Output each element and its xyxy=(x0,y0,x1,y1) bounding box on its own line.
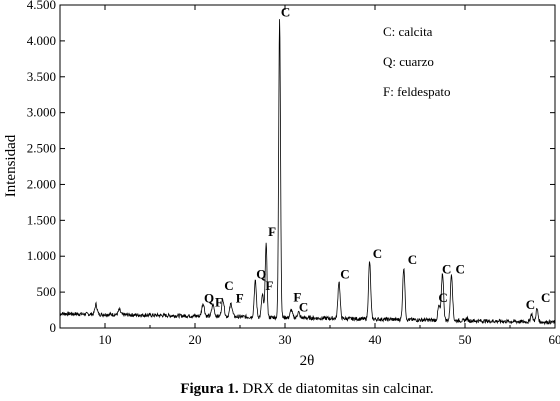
peak-label: C xyxy=(281,4,290,19)
y-axis-label: Intensidad xyxy=(3,134,19,197)
x-axis-label: 2θ xyxy=(300,353,315,369)
y-tick-label: 3.500 xyxy=(27,69,56,84)
caption-text: DRX de diatomitas sin calcinar. xyxy=(239,381,434,397)
plot-frame xyxy=(59,4,556,329)
x-tick-label: 20 xyxy=(189,332,202,347)
peak-label: C xyxy=(299,299,308,314)
peak-label: C xyxy=(541,290,550,305)
peak-label: C xyxy=(456,261,465,276)
y-axis-ticks: 0 500 1.000 1.500 2.000 2.500 3.000 3.500 4.000 4… xyxy=(27,0,555,335)
legend: C: calcita Q: cuarzo F: feldespato xyxy=(383,24,451,99)
y-tick-label: 4.000 xyxy=(27,33,56,48)
x-tick-label: 10 xyxy=(99,332,112,347)
y-tick-label: 2.500 xyxy=(27,141,56,156)
peak-label: C xyxy=(373,246,382,261)
peak-label: C xyxy=(438,290,447,305)
x-tick-label: 40 xyxy=(369,332,382,347)
peak-label: C xyxy=(224,278,233,293)
legend-entry-feldespato: F: feldespato xyxy=(383,84,451,99)
diffraction-trace xyxy=(59,19,556,326)
legend-entry-calcita: C: calcita xyxy=(383,24,433,39)
caption-bold: Figura 1. xyxy=(180,381,239,397)
y-tick-label: 1.500 xyxy=(27,212,56,227)
peak-label: Q xyxy=(204,291,214,306)
y-tick-label: 500 xyxy=(37,284,57,299)
peak-label: F xyxy=(265,278,273,293)
peak-label: Q xyxy=(256,266,266,281)
y-tick-label: 0 xyxy=(50,320,57,335)
y-tick-label: 1.000 xyxy=(27,248,56,263)
x-tick-label: 60 xyxy=(549,332,560,347)
figure-caption: Figura 1. DRX de diatomitas sin calcinar… xyxy=(180,381,433,397)
y-tick-label: 4.500 xyxy=(27,0,56,12)
x-tick-label: 50 xyxy=(459,332,472,347)
peak-label: F xyxy=(236,291,244,306)
peak-label: C xyxy=(526,297,535,312)
y-tick-label: 2.000 xyxy=(27,176,56,191)
peak-label: F xyxy=(293,289,301,304)
peak-label: C xyxy=(340,266,349,281)
peak-label: F xyxy=(215,294,223,309)
legend-entry-cuarzo: Q: cuarzo xyxy=(383,54,434,69)
peak-label: C xyxy=(408,252,417,267)
peak-label: C xyxy=(442,261,451,276)
x-tick-label: 30 xyxy=(279,332,292,347)
y-tick-label: 3.000 xyxy=(27,105,56,120)
peak-label: F xyxy=(268,224,276,239)
x-axis-ticks: 10 20 30 40 50 60 xyxy=(59,5,560,347)
